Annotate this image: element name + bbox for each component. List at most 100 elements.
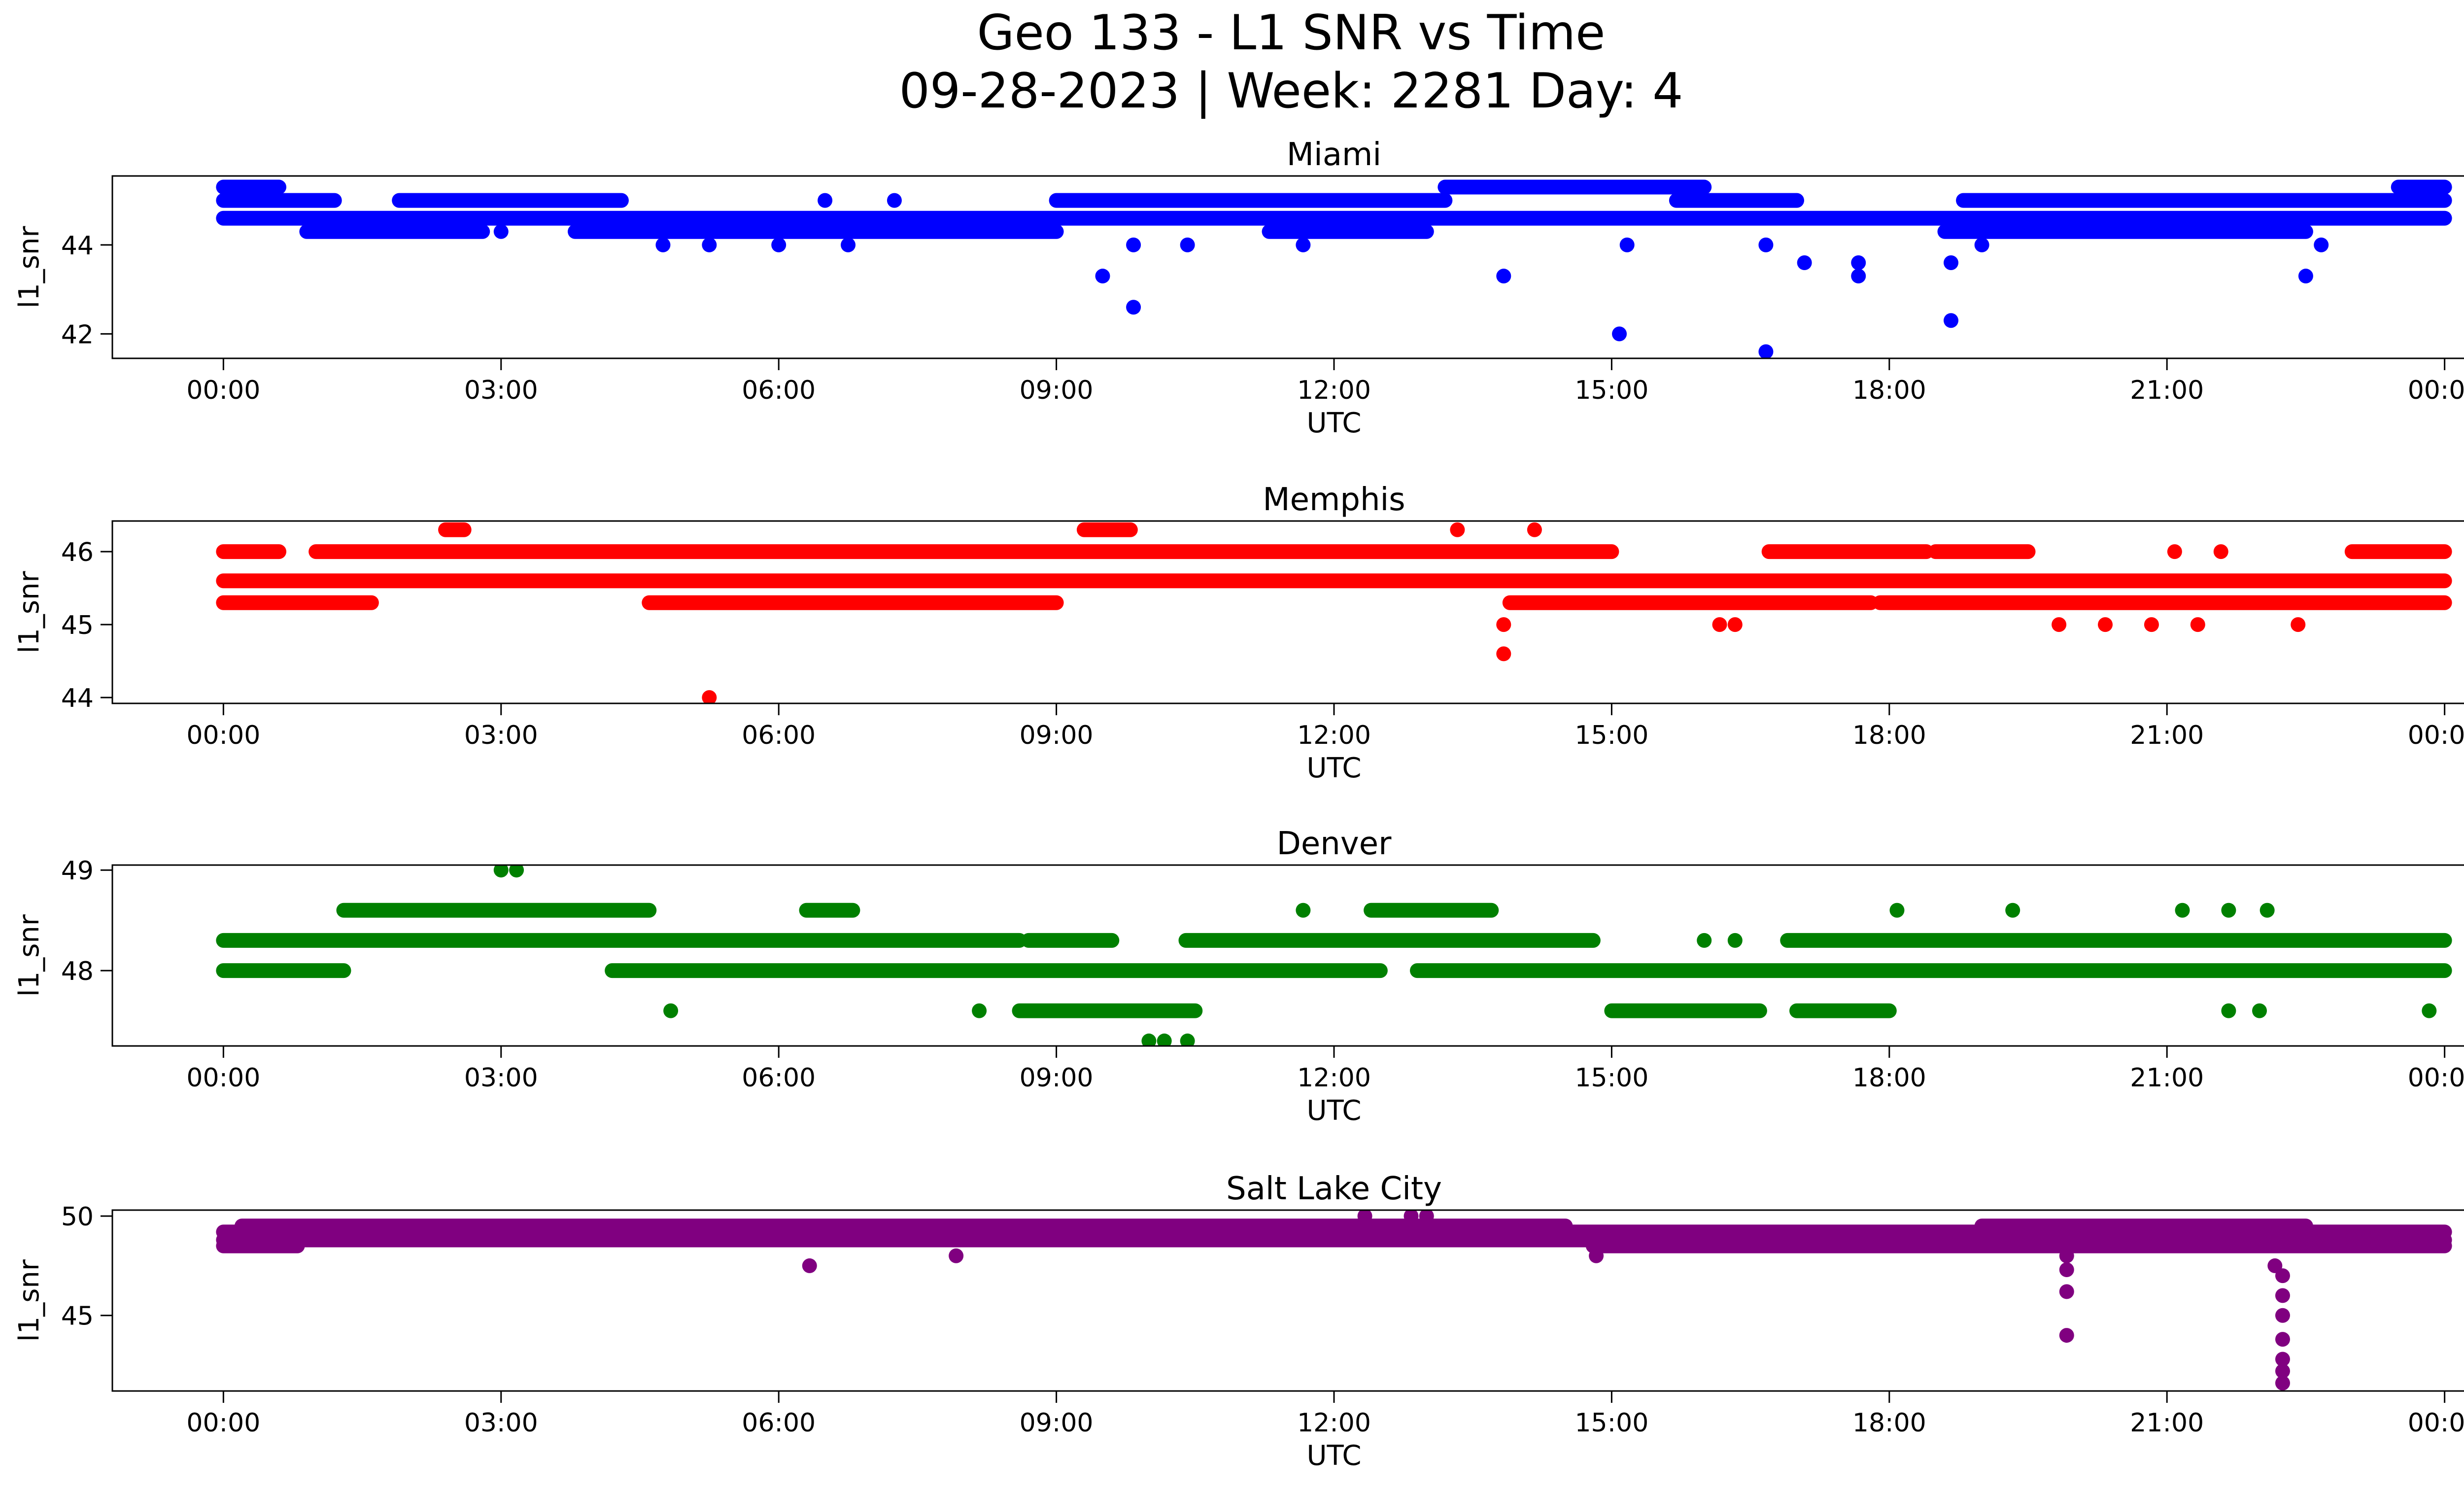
scatter-point: [493, 865, 509, 878]
x-tick-label: 06:00: [742, 376, 816, 405]
scatter-point: [2213, 544, 2228, 559]
y-tick-label: 48: [61, 957, 94, 986]
figure-title-line1: Geo 133 - L1 SNR vs Time: [977, 5, 1606, 61]
scatter-point: [1296, 237, 1311, 252]
subplot-title: Salt Lake City: [1226, 1171, 1442, 1207]
scatter-point: [2275, 1352, 2290, 1367]
scatter-point: [1126, 300, 1141, 315]
y-axis-label: l1_snr: [13, 1259, 45, 1342]
scatter-point: [702, 690, 717, 703]
y-tick-label: 50: [61, 1202, 94, 1232]
scatter-point: [663, 1003, 679, 1018]
scatter-point: [2275, 1268, 2290, 1284]
scatter-point: [1496, 617, 1511, 632]
y-tick-label: 46: [61, 538, 94, 567]
x-tick-label: 00:00: [2408, 376, 2464, 405]
scatter-point: [2059, 1248, 2074, 1263]
subplot: 00:00 03:00 06:00 09:00 12:00 15:00 18:00 21:00…: [13, 1171, 2464, 1472]
x-tick-label: 00:00: [186, 376, 260, 405]
scatter-point: [2259, 903, 2275, 918]
y-tick-label: 44: [61, 231, 94, 261]
scatter-point: [1589, 1248, 1604, 1263]
x-tick-label: 09:00: [1020, 1408, 1094, 1438]
subplot: 00:00 03:00 06:00 09:00 12:00 15:00 18:00 21:00…: [13, 482, 2464, 784]
scatter-point: [949, 1248, 964, 1263]
x-tick-label: 03:00: [464, 376, 538, 405]
x-tick-label: 09:00: [1020, 721, 1094, 750]
figure-title-line2: 09-28-2023 | Week: 2281 Day: 4: [899, 63, 1683, 119]
subplot-title: Denver: [1277, 826, 1392, 862]
scatter-point: [2059, 1284, 2074, 1299]
subplot-title: Miami: [1287, 137, 1381, 173]
x-axis-label: UTC: [1306, 407, 1361, 439]
subplot: 00:00 03:00 06:00 09:00 12:00 15:00 18:00 21:00…: [13, 137, 2464, 439]
scatter-point: [1157, 1033, 1172, 1046]
scatter-series: [216, 865, 2452, 1046]
scatter-point: [1851, 255, 1866, 270]
x-tick-label: 03:00: [464, 1408, 538, 1438]
scatter-point: [2175, 903, 2190, 918]
x-tick-label: 12:00: [1297, 1408, 1371, 1438]
x-tick-label: 06:00: [742, 721, 816, 750]
scatter-point: [1944, 313, 1959, 328]
scatter-point: [1944, 255, 1959, 270]
scatter-point: [887, 193, 902, 208]
x-tick-label: 12:00: [1297, 376, 1371, 405]
scatter-point: [2221, 903, 2236, 918]
x-tick-label: 21:00: [2130, 721, 2204, 750]
scatter-point: [972, 1003, 987, 1018]
scatter-point: [1357, 1210, 1372, 1224]
x-tick-label: 18:00: [1852, 1408, 1926, 1438]
scatter-point: [818, 193, 833, 208]
scatter-point: [2291, 617, 2306, 632]
x-tick-label: 00:00: [186, 1063, 260, 1093]
y-tick-label: 45: [61, 1302, 94, 1331]
scatter-point: [1758, 237, 1774, 252]
scatter-point: [1126, 237, 1141, 252]
scatter-point: [1851, 269, 1866, 284]
scatter-point: [1974, 237, 1989, 252]
x-tick-label: 09:00: [1020, 1063, 1094, 1093]
x-tick-label: 21:00: [2130, 376, 2204, 405]
scatter-point: [841, 237, 856, 252]
subplot: 00:00 03:00 06:00 09:00 12:00 15:00 18:00 21:00…: [13, 826, 2464, 1127]
scatter-point: [1496, 269, 1511, 284]
x-tick-label: 15:00: [1574, 721, 1648, 750]
scatter-point: [2298, 269, 2313, 284]
x-axis-label: UTC: [1306, 1440, 1361, 1472]
y-tick-label: 45: [61, 611, 94, 640]
scatter-point: [1419, 1210, 1434, 1224]
x-tick-label: 21:00: [2130, 1063, 2204, 1093]
x-tick-label: 12:00: [1297, 1063, 1371, 1093]
scatter-point: [1797, 255, 1812, 270]
scatter-point: [1889, 903, 1905, 918]
x-tick-label: 09:00: [1020, 376, 1094, 405]
y-axis-label: l1_snr: [13, 226, 45, 309]
scatter-point: [771, 237, 787, 252]
x-tick-label: 18:00: [1852, 721, 1926, 750]
x-tick-label: 00:00: [2408, 721, 2464, 750]
scatter-point: [1141, 1033, 1157, 1046]
scatter-point: [655, 237, 671, 252]
x-tick-label: 21:00: [2130, 1408, 2204, 1438]
scatter-point: [509, 865, 524, 878]
scatter-point: [1496, 646, 1511, 661]
scatter-point: [493, 224, 509, 239]
x-tick-label: 12:00: [1297, 721, 1371, 750]
x-tick-label: 15:00: [1574, 1408, 1648, 1438]
scatter-point: [2275, 1363, 2290, 1379]
scatter-point: [2267, 1258, 2283, 1273]
subplots: 00:00 03:00 06:00 09:00 12:00 15:00 18:00 21:00…: [13, 137, 2464, 1472]
scatter-series: [216, 522, 2452, 703]
scatter-series: [216, 1210, 2452, 1391]
scatter-point: [2275, 1308, 2290, 1323]
scatter-point: [2221, 1003, 2236, 1018]
scatter-point: [2275, 1288, 2290, 1303]
y-tick-label: 42: [61, 320, 94, 349]
scatter-point: [2005, 903, 2020, 918]
scatter-point: [2059, 1328, 2074, 1343]
scatter-point: [2275, 1375, 2290, 1391]
scatter-point: [1296, 903, 1311, 918]
x-tick-label: 15:00: [1574, 1063, 1648, 1093]
